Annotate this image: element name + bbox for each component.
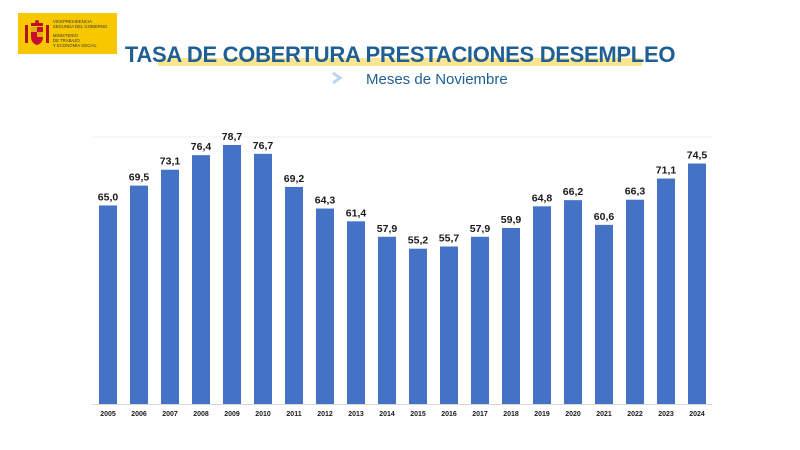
data-label-2024: 74,5: [687, 150, 708, 162]
bar-2016: [440, 246, 458, 404]
x-tick-label-2023: 2023: [658, 411, 674, 418]
x-tick-label-2016: 2016: [441, 411, 457, 418]
data-label-2017: 57,9: [470, 223, 491, 235]
bar-2023: [657, 178, 675, 404]
data-label-2023: 71,1: [656, 165, 677, 177]
page-title: TASA DE COBERTURA PRESTACIONES DESEMPLEO: [124, 42, 676, 67]
logo-line: MINISTERIO: [53, 33, 78, 38]
bar-2006: [130, 185, 148, 404]
bar-2008: [192, 155, 210, 404]
bar-2020: [564, 200, 582, 404]
x-tick-label-2022: 2022: [627, 411, 643, 418]
data-label-2012: 64,3: [315, 195, 336, 207]
x-tick-label-2009: 2009: [224, 411, 240, 418]
logo-line: SEGUNDA DEL GOBIERNO: [53, 24, 108, 29]
x-tick-label-2013: 2013: [348, 411, 364, 418]
data-label-2005: 65,0: [98, 191, 119, 203]
coat-of-arms-icon: [24, 19, 50, 49]
bar-2011: [285, 186, 303, 404]
x-tick-label-2014: 2014: [379, 411, 395, 418]
bar-2009: [223, 145, 241, 404]
page-subtitle: Meses de Noviembre: [366, 71, 508, 88]
title-highlight: [158, 58, 642, 66]
data-label-2016: 55,7: [439, 232, 460, 244]
data-label-2007: 73,1: [160, 156, 181, 168]
x-tick-label-2012: 2012: [317, 411, 333, 418]
x-tick-label-2010: 2010: [255, 411, 271, 418]
ministry-logo: VICEPRESIDENCIA SEGUNDA DEL GOBIERNO MIN…: [18, 13, 117, 54]
data-label-2021: 60,6: [594, 211, 615, 223]
data-label-2015: 55,2: [408, 235, 429, 247]
bar-2013: [347, 221, 365, 404]
logo-line: DE TRABAJO: [53, 38, 80, 43]
data-label-2009: 78,7: [222, 131, 243, 143]
x-tick-label-2015: 2015: [410, 411, 426, 418]
bar-2022: [626, 199, 644, 404]
data-label-2022: 66,3: [625, 186, 646, 198]
data-label-2020: 66,2: [563, 186, 584, 198]
data-label-2013: 61,4: [346, 207, 367, 219]
x-tick-label-2008: 2008: [193, 411, 209, 418]
bar-2007: [161, 169, 179, 404]
logo-text: VICEPRESIDENCIA SEGUNDA DEL GOBIERNO MIN…: [53, 19, 107, 48]
data-label-2006: 69,5: [129, 172, 150, 184]
data-label-2011: 69,2: [284, 173, 305, 185]
x-tick-label-2021: 2021: [596, 411, 612, 418]
data-label-2019: 64,8: [532, 192, 553, 204]
bar-2005: [99, 205, 117, 404]
x-tick-label-2017: 2017: [472, 411, 488, 418]
x-tick-label-2007: 2007: [162, 411, 178, 418]
chevron-right-icon: [330, 71, 344, 85]
x-tick-label-2018: 2018: [503, 411, 519, 418]
bar-2015: [409, 248, 427, 404]
logo-line: Y ECONOMÍA SOCIAL: [53, 43, 97, 48]
bar-2019: [533, 206, 551, 404]
data-label-2018: 59,9: [501, 214, 522, 226]
x-tick-label-2019: 2019: [534, 411, 550, 418]
x-tick-label-2024: 2024: [689, 411, 705, 418]
bar-2024: [688, 163, 706, 404]
bar-2017: [471, 236, 489, 404]
data-label-2014: 57,9: [377, 223, 398, 235]
data-label-2010: 76,7: [253, 140, 274, 152]
x-tick-label-2020: 2020: [565, 411, 581, 418]
x-tick-label-2005: 2005: [100, 411, 116, 418]
data-label-2008: 76,4: [191, 141, 212, 153]
x-tick-label-2011: 2011: [286, 411, 301, 418]
bar-2014: [378, 236, 396, 404]
bar-2018: [502, 227, 520, 404]
bar-2010: [254, 153, 272, 404]
bar-2012: [316, 208, 334, 404]
x-tick-label-2006: 2006: [131, 411, 147, 418]
logo-line: VICEPRESIDENCIA: [53, 19, 92, 24]
bar-2021: [595, 224, 613, 404]
